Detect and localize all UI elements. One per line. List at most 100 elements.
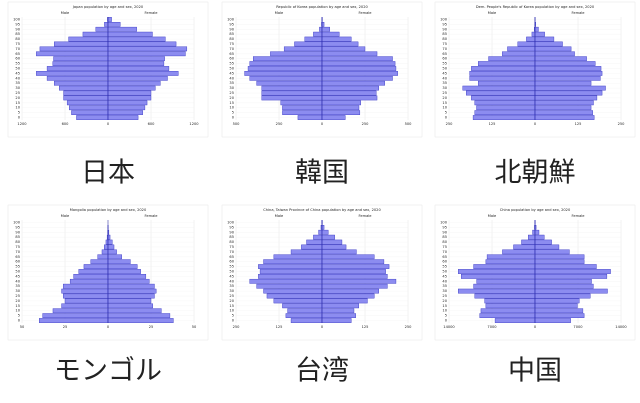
bar bbox=[321, 244, 347, 250]
y-tick-label: 20 bbox=[442, 299, 447, 303]
y-tick-label: 100 bbox=[227, 220, 235, 224]
bar bbox=[534, 36, 555, 42]
y-tick-label: 15 bbox=[442, 101, 447, 105]
bar bbox=[280, 100, 323, 106]
y-tick-label: 100 bbox=[440, 17, 448, 21]
bar bbox=[321, 254, 375, 260]
bar bbox=[259, 269, 323, 274]
y-tick-label: 50 bbox=[229, 270, 234, 274]
bar bbox=[321, 46, 366, 52]
bar bbox=[273, 298, 323, 304]
bar bbox=[61, 303, 109, 309]
bar bbox=[534, 303, 578, 309]
legend-entry: Female bbox=[145, 11, 159, 15]
bar bbox=[321, 85, 379, 91]
bar bbox=[479, 313, 536, 318]
bar bbox=[534, 264, 597, 269]
bar bbox=[485, 259, 536, 265]
legend-entry: Female bbox=[572, 11, 586, 15]
y-tick-label: 25 bbox=[15, 294, 20, 298]
bar bbox=[107, 26, 137, 32]
y-tick-label: 90 bbox=[229, 27, 234, 31]
bar bbox=[321, 105, 360, 111]
y-tick-label: 65 bbox=[229, 255, 234, 259]
y-tick-label: 80 bbox=[229, 240, 234, 244]
bar bbox=[107, 105, 146, 111]
y-tick-label: 95 bbox=[229, 22, 234, 26]
bar bbox=[534, 234, 545, 240]
bar bbox=[63, 283, 109, 289]
chart-title: China, Taiwan Province of China populati… bbox=[263, 208, 381, 212]
y-tick-label: 15 bbox=[442, 304, 447, 308]
bar bbox=[76, 115, 109, 120]
bar bbox=[480, 308, 536, 314]
caption: 台湾 bbox=[295, 356, 349, 387]
chart-title: Republic of Korea population by age and … bbox=[276, 5, 368, 9]
bar bbox=[54, 80, 109, 86]
y-tick-label: 45 bbox=[229, 71, 234, 75]
bar bbox=[534, 56, 587, 62]
x-tick-label: 125 bbox=[489, 122, 496, 126]
bar bbox=[107, 234, 111, 240]
bar bbox=[321, 274, 388, 279]
y-tick-label: 90 bbox=[442, 27, 447, 31]
y-tick-label: 20 bbox=[15, 299, 20, 303]
bar bbox=[513, 244, 536, 250]
x-tick-label: 250 bbox=[233, 325, 241, 329]
y-tick-label: 50 bbox=[229, 67, 234, 71]
bar bbox=[107, 41, 177, 47]
bar bbox=[290, 318, 323, 323]
y-tick-label: 40 bbox=[15, 279, 20, 283]
x-tick-label: 0 bbox=[321, 325, 324, 329]
y-tick-label: 25 bbox=[442, 294, 447, 298]
legend-entry: Female bbox=[359, 214, 373, 218]
x-tick-label: 125 bbox=[276, 325, 283, 329]
bar bbox=[36, 71, 109, 76]
bar bbox=[107, 254, 122, 260]
bar bbox=[261, 85, 323, 91]
chart-title: Mongolia population by age and sex, 2020 bbox=[70, 208, 147, 212]
bar bbox=[488, 56, 536, 62]
y-tick-label: 60 bbox=[15, 57, 20, 61]
x-tick-label: 7000 bbox=[573, 325, 583, 329]
x-tick-label: 50 bbox=[192, 325, 197, 329]
y-tick-label: 90 bbox=[229, 230, 234, 234]
bar bbox=[104, 22, 109, 27]
x-tick-label: 0 bbox=[534, 122, 537, 126]
bar bbox=[534, 105, 592, 111]
bar bbox=[534, 283, 594, 289]
bar bbox=[476, 105, 536, 111]
y-tick-label: 85 bbox=[442, 235, 447, 239]
bar bbox=[107, 51, 186, 57]
bar bbox=[321, 318, 352, 323]
chart: Mongolia population by age and sex, 2020… bbox=[7, 204, 209, 387]
y-tick-label: 55 bbox=[15, 62, 20, 66]
y-tick-label: 55 bbox=[442, 62, 447, 66]
bar bbox=[534, 80, 592, 86]
bar bbox=[258, 274, 323, 279]
bar bbox=[534, 254, 585, 260]
bar bbox=[73, 274, 109, 279]
y-tick-label: 25 bbox=[15, 91, 20, 95]
bar bbox=[42, 313, 109, 318]
caption: 北朝鮮 bbox=[495, 158, 576, 189]
y-tick-label: 0 bbox=[232, 319, 235, 323]
bar bbox=[534, 313, 585, 318]
chart: Dem. People's Republic of Korea populati… bbox=[434, 1, 636, 189]
x-tick-label: 250 bbox=[618, 122, 626, 126]
x-tick-label: 500 bbox=[233, 122, 241, 126]
legend-entry: Female bbox=[572, 214, 586, 218]
legend-entry: Male bbox=[61, 11, 70, 15]
legend-entry: Male bbox=[488, 11, 497, 15]
bar bbox=[249, 75, 323, 81]
bar bbox=[54, 41, 109, 47]
bar bbox=[266, 293, 323, 299]
y-tick-label: 55 bbox=[442, 265, 447, 269]
x-tick-label: 14000 bbox=[443, 325, 455, 329]
bar bbox=[321, 75, 393, 81]
y-tick-label: 60 bbox=[15, 260, 20, 264]
y-tick-label: 85 bbox=[15, 32, 20, 36]
bar bbox=[107, 85, 156, 91]
bar bbox=[107, 31, 153, 37]
bar bbox=[534, 239, 552, 245]
